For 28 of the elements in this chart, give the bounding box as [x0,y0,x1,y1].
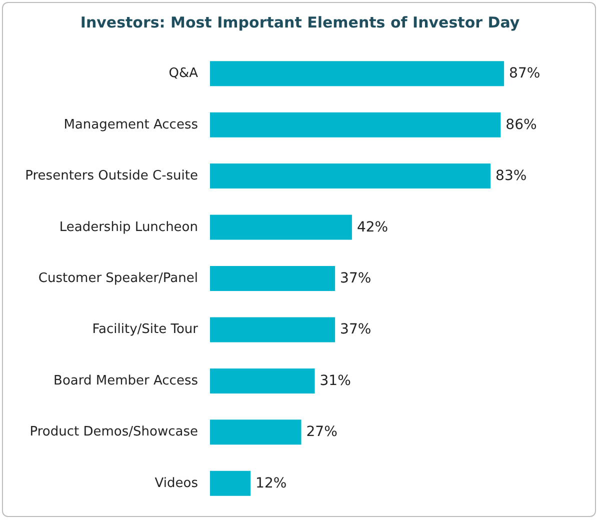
y-tick-label: Leadership Luncheon [59,220,198,235]
bar [210,61,504,86]
data-label: 31% [320,372,351,389]
y-tick-label: Q&A [168,66,198,82]
data-label: 83% [496,168,527,184]
y-tick-label: Videos [154,476,198,491]
bar [210,317,336,342]
bar [210,214,352,240]
bar [210,112,501,138]
y-tick-label: Product Demos/Showcase [30,424,198,440]
data-label: 87% [509,66,540,82]
y-tick-label: Presenters Outside C-suite [25,168,198,184]
y-tick-label: Customer Speaker/Panel [38,271,198,286]
y-tick-label: Facility/Site Tour [92,322,199,338]
bar [210,470,251,496]
data-label: 42% [356,219,388,236]
bar [210,420,302,445]
chart-title: Investors: Most Important Elements of Investor Day [80,14,520,32]
data-label: 27% [306,424,338,440]
data-label: 86% [506,116,537,133]
y-tick-label: Management Access [64,117,198,132]
bar [210,368,315,394]
y-tick-label: Board Member Access [54,373,198,388]
bar [210,164,491,189]
data-label: 37% [340,270,372,286]
data-label: 12% [256,475,287,492]
bar [210,266,336,291]
data-label: 37% [340,322,372,338]
